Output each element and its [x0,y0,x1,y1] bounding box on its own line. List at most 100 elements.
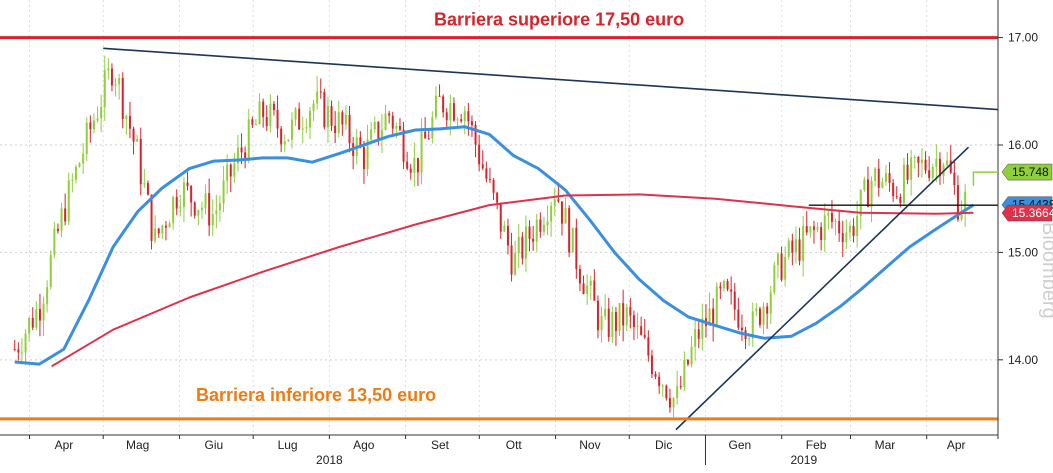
candle-body [136,138,139,142]
candle-body [866,179,869,207]
candle-body [550,205,553,222]
candle-body [409,168,412,173]
candle-body [301,128,304,130]
candle-body [316,91,319,104]
candle-body [452,103,455,121]
year-label: 2019 [790,453,817,467]
candle-body [640,326,643,335]
candle-body [701,318,704,339]
y-tick-label: 14.00 [1008,353,1038,367]
candle-body [589,280,592,286]
candle-body [67,180,70,222]
candle-body [269,103,272,127]
candle-body [485,168,488,179]
candle-body [812,226,815,230]
candle-body [607,308,610,337]
candle-body [600,316,603,331]
candle-body [506,225,509,246]
y-tick-label: 15.00 [1008,245,1038,259]
candle-body [708,308,711,326]
candle-body [265,117,268,127]
watermark: Bloomberg [1038,222,1053,319]
candle-body [492,179,495,193]
candle-body [53,228,56,255]
candle-body [186,182,189,187]
candle-body [773,265,776,293]
candle-body [330,106,333,126]
candle-body [287,139,290,142]
price-tag-bg [1001,204,1053,222]
candle-body [388,113,391,116]
candle-body [326,106,329,128]
x-tick-label: Gen [729,438,752,452]
candle-body [496,192,499,203]
x-tick-label: Apr [55,438,74,452]
candle-body [143,183,146,185]
candle-body [402,129,405,162]
candle-body [442,96,445,113]
candle-body [604,308,607,317]
candle-body [164,225,167,228]
candle-body [881,181,884,188]
candle-body [751,311,754,339]
candle-body [542,225,545,232]
x-tick-label: Giu [205,438,224,452]
candle-body [636,326,639,328]
candle-body [654,373,657,377]
candle-body [575,227,578,269]
candle-body [348,114,351,144]
candle-body [467,111,470,122]
candle-body [218,203,221,211]
candle-body [204,193,207,208]
candle-body [546,221,549,226]
price-candles [13,55,967,418]
candle-body [46,287,49,304]
candle-body [251,119,254,125]
candle-body [737,309,740,328]
candle-body [121,78,124,119]
candle-body [730,289,733,292]
candle-body [672,398,675,408]
candle-body [470,121,473,126]
candle-body [524,226,527,259]
candle-body [924,159,927,171]
candle-body [226,164,229,181]
candle-body [571,227,574,253]
candle-body [650,355,653,374]
candle-body [683,359,686,388]
candle-body [200,207,203,211]
candle-body [856,215,859,236]
candle-body [892,182,895,197]
candle-body [244,152,247,161]
candle-body [611,312,614,337]
candle-body [629,307,632,316]
candle-body [114,84,117,86]
candle-body [852,226,855,236]
candle-body [362,147,365,169]
candle-body [690,346,693,365]
candle-body [665,385,668,399]
candle-body [528,226,531,239]
candle-body [726,280,729,290]
candle-body [416,157,419,173]
candle-body [132,128,135,142]
candle-body [798,239,801,261]
candle-body [762,306,765,325]
upper-barrier-label: Barriera superiore 17,50 euro [434,10,684,30]
candle-body [517,236,520,254]
candle-body [791,240,794,253]
x-tick-label: Set [431,438,450,452]
candle-body [899,196,902,204]
candle-body [809,226,812,233]
candle-body [305,127,308,129]
trendline-resistance [103,47,999,111]
candle-body [240,147,243,153]
candle-body [532,238,535,242]
candle-body [935,158,938,167]
candle-body [182,182,185,208]
series-lines [14,125,975,368]
candle-body [668,398,671,408]
candle-body [614,312,617,332]
